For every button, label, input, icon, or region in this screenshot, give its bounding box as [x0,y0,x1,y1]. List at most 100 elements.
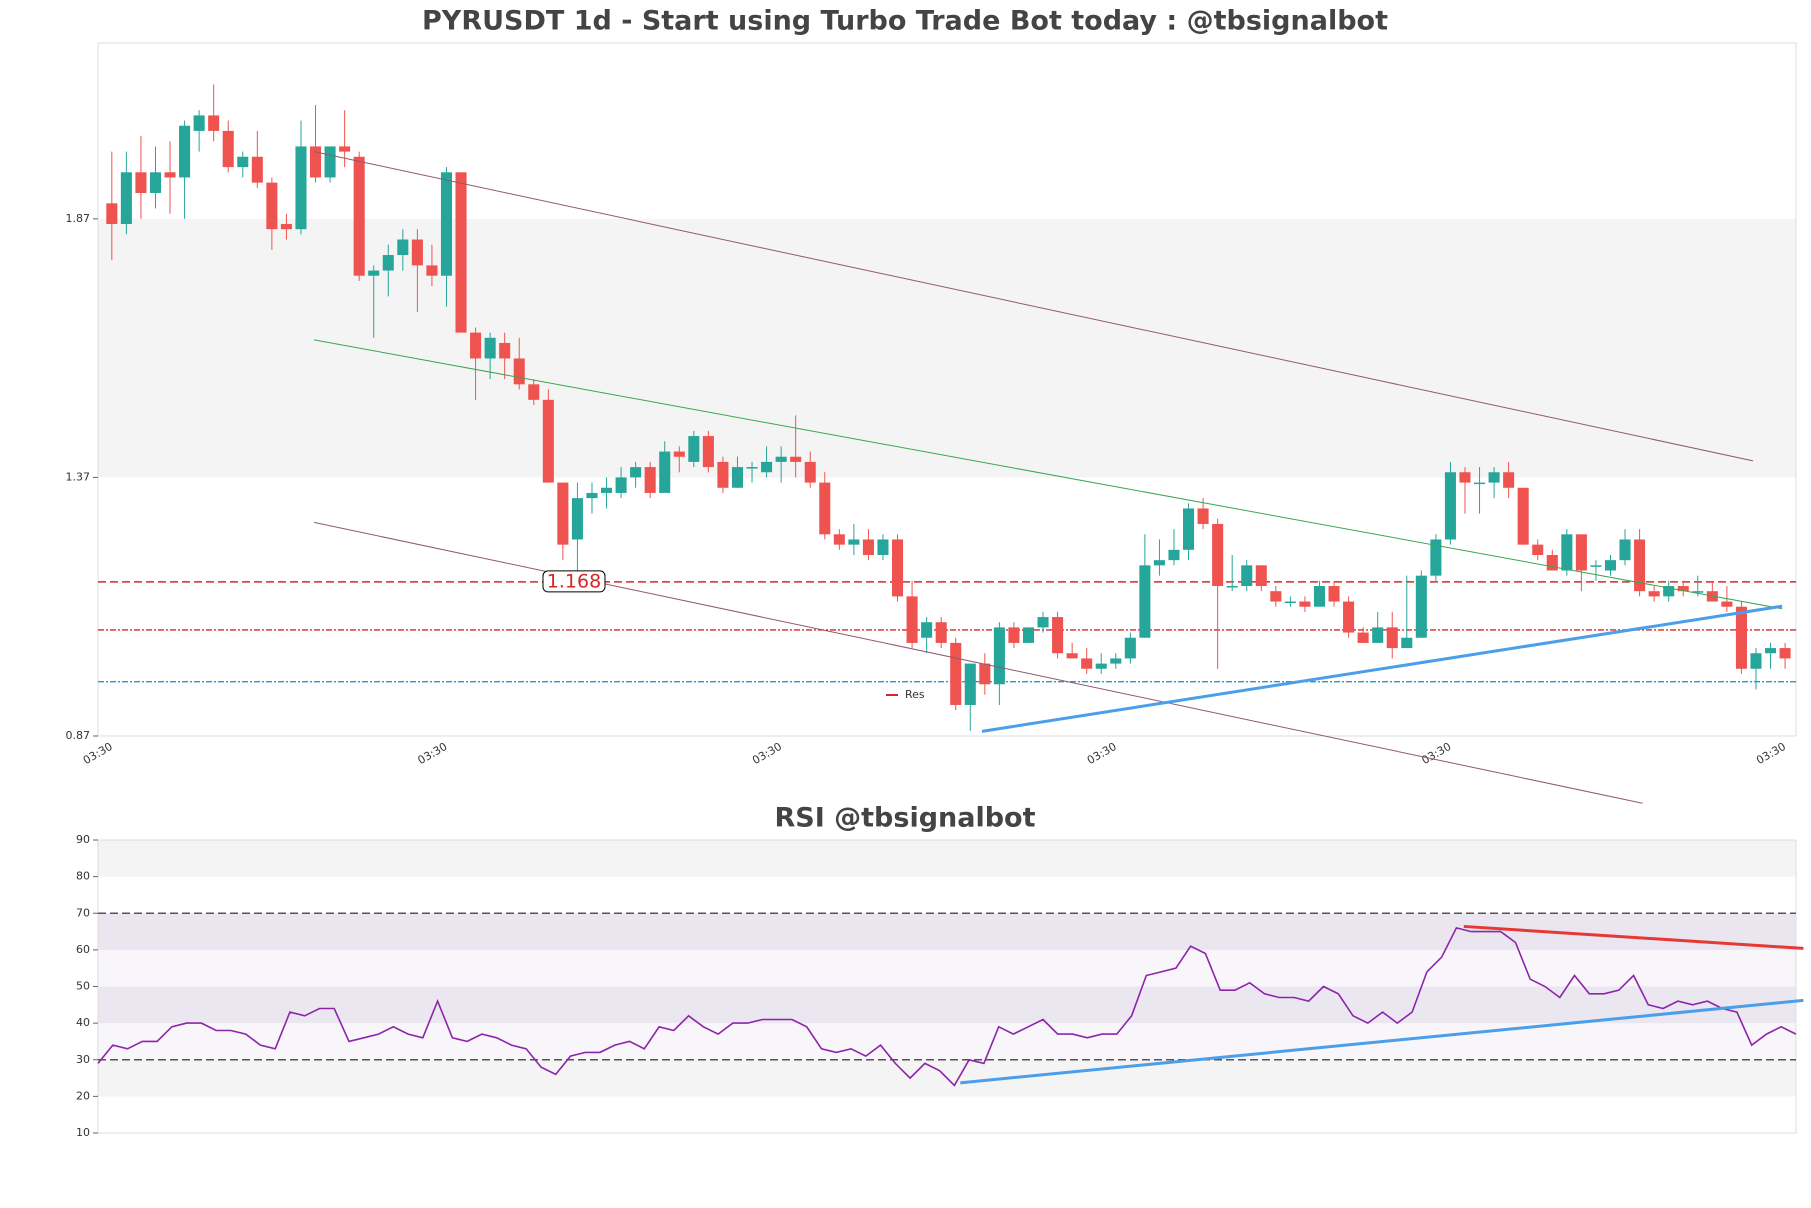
band [98,218,1796,478]
candle-body [993,627,1005,685]
y-tick-label: 50 [76,980,90,993]
candle-body [1241,565,1253,587]
candle-body [586,492,598,499]
candle-body [1299,601,1311,607]
y-tick-label: 90 [76,833,90,846]
candle-body [1284,601,1296,604]
candle-body [1226,586,1238,588]
candle-body [164,172,176,178]
trend-line [313,151,1754,462]
candle-body [106,203,118,225]
candle-body [120,172,132,225]
y-tick-label: 60 [76,943,90,956]
candle-body [1008,627,1020,643]
candle-body [571,498,583,540]
y-tick-label: 1.37 [66,470,91,483]
candle-body [382,255,394,271]
candle-body [1313,586,1326,607]
y-tick-label: 1.87 [66,212,91,225]
rsi-title: RSI @tbsignalbot [774,803,1035,834]
candle-body [324,146,336,178]
x-tick-label: 03:30 [81,740,115,767]
y-tick-label: 30 [76,1053,90,1066]
candle-body [1430,539,1442,576]
x-tick-label: 03:30 [416,740,450,767]
candle-body [1153,560,1165,566]
candle-body [1401,637,1413,649]
candle-body [557,482,569,545]
trend-line [313,339,1783,610]
candle-body [702,436,714,468]
candle-body [804,461,816,483]
candle-body [208,115,220,131]
candle-body [1124,637,1136,659]
y-tick-label: 0.87 [66,729,91,742]
x-tick-label: 03:30 [1085,740,1119,767]
candle-body [1663,586,1675,597]
x-tick-label: 03:30 [1419,740,1453,767]
candle-body [761,461,773,473]
y-tick-label: 20 [76,1089,90,1102]
candle-body [1735,606,1747,669]
candle-body [1052,617,1064,654]
candle-body [688,436,700,462]
candle-body [1081,658,1093,669]
candle-body [135,172,147,193]
candle-body [1750,653,1762,669]
candle-body [731,467,744,488]
candle-body [1357,632,1369,643]
candle-body [1372,627,1384,643]
trend-line [981,604,1783,733]
candle-body [1619,539,1631,561]
plot-frame [97,42,1797,737]
candle-body [368,270,380,276]
candle-body [222,130,234,168]
candle-body [149,172,162,193]
level-label: 1.168 [542,570,606,593]
candle-body [1546,554,1558,571]
candle-body [1779,648,1791,659]
candle-body [819,482,831,535]
candle-body [862,539,874,555]
candle-body [979,663,991,685]
y-tick-label: 40 [76,1016,90,1029]
candle-body [1095,663,1107,669]
y-tick-label: 10 [76,1126,90,1139]
candle-body [877,539,889,555]
chart-title: PYRUSDT 1d - Start using Turbo Trade Bot… [422,6,1388,37]
candle-body [717,461,729,488]
rsi-line [97,926,1797,1087]
candle-body [1648,591,1660,597]
candle-body [1604,560,1617,571]
x-tick-label: 03:30 [750,740,784,767]
level-label-text: 1.168 [547,570,601,592]
candle-body [513,358,525,385]
candle-body [644,467,656,493]
candle-body [1590,565,1602,567]
band [98,840,1796,877]
candle-body [1066,653,1078,659]
candle-body [1503,472,1515,488]
band [98,913,1796,1060]
candle-body [179,125,191,178]
legend-label: Res [905,688,925,701]
trend-line [313,521,1643,804]
candle-body [1415,575,1427,638]
candle-body [1386,627,1398,649]
candle-body [833,534,845,545]
candle-body [848,539,860,545]
candle-body [353,156,365,276]
candle-body [746,467,758,469]
candle-body [295,146,307,230]
candle-body [659,451,671,493]
candle-body [1692,591,1704,593]
candle-body [1444,472,1456,540]
candle-body [1037,617,1049,628]
candle-body [906,596,918,643]
candle-body [411,239,423,266]
candle-body [470,332,482,359]
candle-body [1183,508,1195,550]
candle-body [1474,482,1486,485]
candle-body [775,456,787,462]
